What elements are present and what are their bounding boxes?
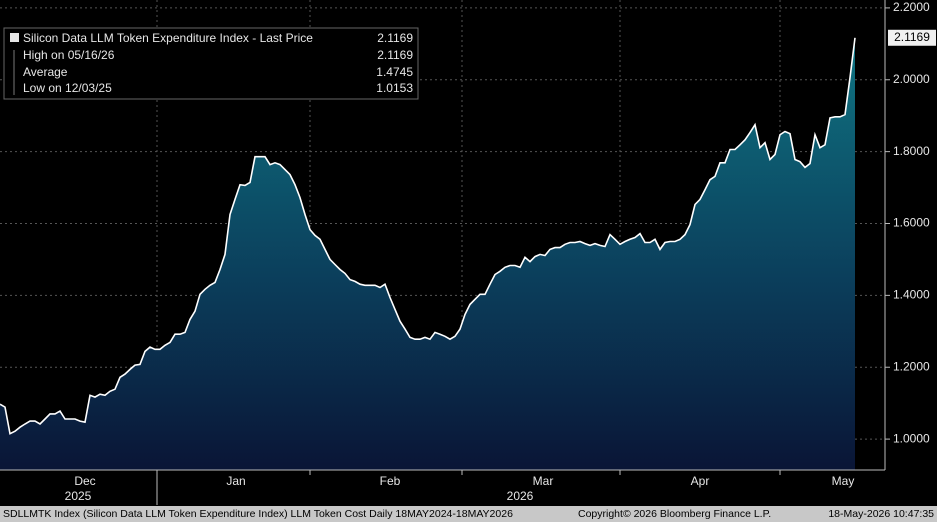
- line: [0, 37, 856, 435]
- legend-value: 2.1169: [377, 48, 413, 62]
- footer-left: SDLLMTK Index (Silicon Data LLM Token Ex…: [3, 508, 513, 520]
- x-tick-label: Dec: [74, 474, 95, 488]
- x-tick-label: Feb: [380, 474, 401, 488]
- legend-value: 1.0153: [376, 81, 413, 95]
- footer-bar: [0, 506, 937, 522]
- last-price-box: [888, 29, 936, 46]
- footer-center: Copyright© 2026 Bloomberg Finance L.P.: [578, 508, 771, 520]
- x-year-label: 2025: [65, 489, 92, 503]
- legend-label: Low on 12/03/25: [23, 81, 112, 95]
- x-year-label: 2026: [507, 489, 534, 503]
- x-tick-label: Apr: [691, 474, 710, 488]
- footer-right: 18-May-2026 10:47:35: [828, 508, 934, 520]
- y-tick-label: 1.8000: [893, 144, 930, 158]
- y-tick-label: 1.0000: [893, 431, 930, 445]
- last-price-label: 2.1169: [894, 30, 930, 44]
- y-tick-label: 2.2000: [893, 0, 930, 14]
- legend-label: High on 05/16/26: [23, 48, 115, 62]
- x-tick-label: May: [832, 474, 855, 488]
- x-tick-label: Jan: [226, 474, 245, 488]
- legend-label: Average: [23, 65, 68, 79]
- legend-title: Silicon Data LLM Token Expenditure Index…: [23, 31, 313, 45]
- legend-swatch: [10, 33, 19, 42]
- area: [0, 37, 855, 471]
- y-tick-label: 1.6000: [893, 216, 930, 230]
- y-tick-label: 1.4000: [893, 288, 930, 302]
- y-tick-label: 2.0000: [893, 72, 930, 86]
- legend-box: [3, 27, 419, 100]
- x-tick-label: Mar: [533, 474, 554, 488]
- y-tick-label: 1.2000: [893, 359, 930, 373]
- legend-value: 1.4745: [376, 65, 413, 79]
- legend: Silicon Data LLM Token Expenditure Index…: [3, 27, 419, 100]
- legend-value: 2.1169: [377, 31, 413, 45]
